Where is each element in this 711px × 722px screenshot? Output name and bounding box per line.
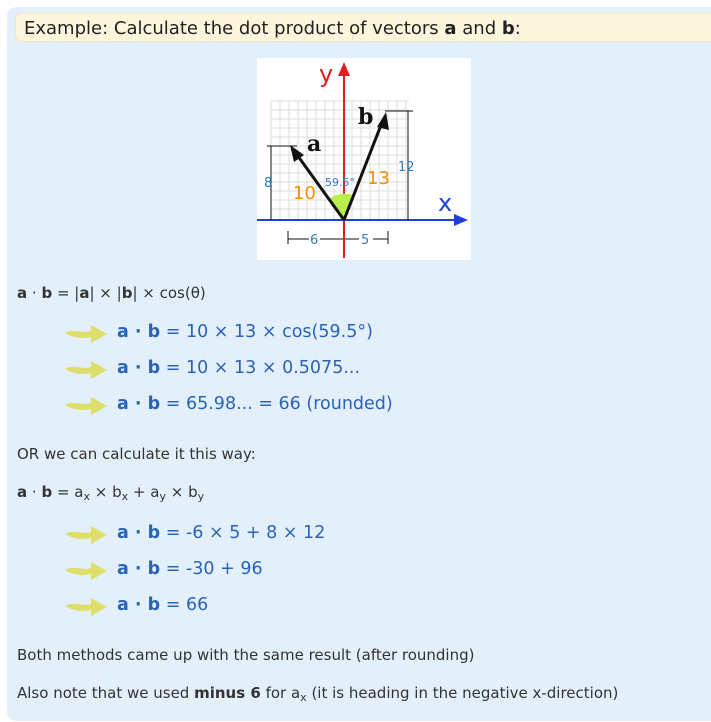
- pointer-arrow-icon: [65, 526, 107, 544]
- vector-diagram-svg: y x a b 10 13 59.5° 8 12 6 5: [257, 60, 468, 258]
- or-text: OR we can calculate it this way:: [17, 445, 256, 463]
- and-text: and: [456, 18, 502, 39]
- vector-b-label: b: [501, 18, 515, 39]
- formula-components: a · b = ax × bx + ay × by: [17, 483, 205, 503]
- vector-b-arrowhead-icon: [377, 112, 389, 130]
- formula1-dot: ·: [27, 284, 42, 302]
- example-header: Example: Calculate the dot product of ve…: [15, 13, 711, 42]
- formula1-a2: a: [79, 284, 90, 302]
- step-expression: a · b = 10 × 13 × 0.5075...: [117, 358, 361, 378]
- y-axis-arrow-icon: [338, 62, 350, 76]
- vector-a-name: a: [307, 131, 321, 157]
- formula1-end: | × cos(θ): [132, 284, 206, 302]
- vector-a: [293, 151, 346, 221]
- step-expression: a · b = -30 + 96: [117, 559, 263, 579]
- dimension-ax-label: 6: [310, 233, 318, 248]
- vector-b-name: b: [358, 104, 373, 130]
- step-row: a · b = 10 × 13 × cos(59.5°): [63, 319, 563, 345]
- step-row: a · b = -30 + 96: [63, 556, 563, 582]
- angle-label: 59.5°: [325, 176, 355, 189]
- pointer-arrow-icon: [65, 325, 107, 343]
- grid: [270, 100, 409, 220]
- formula1-a: a: [17, 284, 28, 302]
- formula1-b2: b: [121, 284, 133, 302]
- step-expression: a · b = 65.98... = 66 (rounded): [117, 394, 393, 414]
- formula-magnitude: a · b = |a| × |b| × cos(θ): [17, 284, 206, 302]
- magnitude-b-label: 13: [367, 168, 390, 189]
- pointer-arrow-icon: [65, 562, 107, 580]
- formula1-mid: | × |: [89, 284, 122, 302]
- x-axis-arrow-icon: [454, 214, 468, 226]
- formula1-eq: = |: [52, 284, 80, 302]
- step-row: a · b = -6 × 5 + 8 × 12: [63, 520, 563, 546]
- step-expression: a · b = 66: [117, 595, 209, 615]
- colon-text: :: [514, 18, 521, 39]
- step-row: a · b = 66: [63, 592, 563, 618]
- step-expression: a · b = 10 × 13 × cos(59.5°): [117, 322, 373, 342]
- dimension-ay-label: 8: [264, 176, 272, 191]
- vector-a-arrowhead-icon: [290, 145, 304, 162]
- y-axis-label: y: [319, 60, 333, 88]
- step-row: a · b = 10 × 13 × 0.5075...: [63, 355, 563, 381]
- vector-diagram: y x a b 10 13 59.5° 8 12 6 5: [257, 58, 471, 260]
- conclusion-text: Both methods came up with the same resul…: [17, 646, 475, 664]
- step-row: a · b = 65.98... = 66 (rounded): [63, 391, 563, 417]
- note-text: Also note that we used minus 6 for ax (i…: [17, 684, 619, 704]
- example-prefix: Example: Calculate the dot product of ve…: [24, 18, 445, 39]
- pointer-arrow-icon: [65, 397, 107, 415]
- magnitude-a-label: 10: [293, 183, 316, 204]
- dimension-by-label: 12: [398, 160, 415, 175]
- formula1-b: b: [41, 284, 53, 302]
- dimension-bx-label: 5: [361, 233, 369, 248]
- dimension-lines: [267, 110, 413, 244]
- vector-a-label: a: [444, 18, 457, 39]
- pointer-arrow-icon: [65, 598, 107, 616]
- angle-sector: [329, 193, 353, 220]
- pointer-arrow-icon: [65, 361, 107, 379]
- vector-b: [342, 119, 385, 221]
- x-axis-label: x: [438, 189, 452, 217]
- step-expression: a · b = -6 × 5 + 8 × 12: [117, 523, 326, 543]
